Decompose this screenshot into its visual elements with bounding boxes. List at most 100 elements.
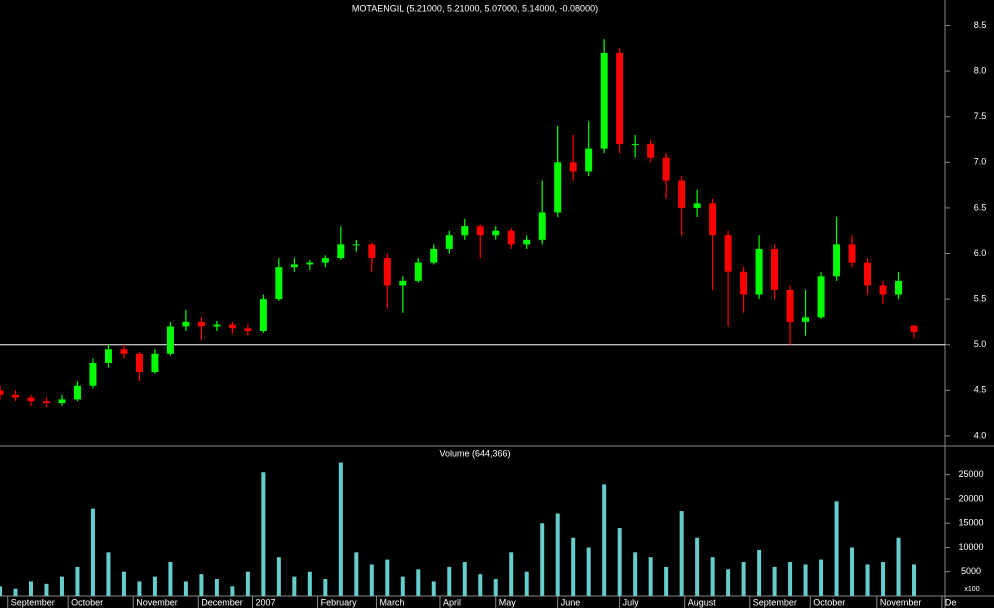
volume-bar <box>586 547 591 596</box>
candle-body <box>554 162 562 213</box>
volume-bar <box>75 566 80 596</box>
candle-body <box>290 264 298 268</box>
candle-body <box>492 230 500 236</box>
candle-body <box>259 299 267 332</box>
candle-body <box>833 244 841 277</box>
candle-body <box>740 271 748 295</box>
y-tick-label: 4.5 <box>974 385 987 395</box>
candle-body <box>89 362 97 386</box>
candle-body <box>616 52 624 145</box>
volume-bar <box>648 557 653 596</box>
volume-bar <box>230 586 235 596</box>
volume-bar <box>509 552 514 596</box>
candle-body <box>523 239 531 245</box>
volume-bar <box>524 571 529 596</box>
x-tick-label: October <box>71 597 103 607</box>
volume-bar <box>803 564 808 596</box>
volume-bar <box>214 579 219 596</box>
volume-bar <box>44 583 49 596</box>
volume-bar <box>137 581 142 596</box>
volume-bar <box>695 537 700 596</box>
x-tick-label: June <box>561 597 581 607</box>
candle-body <box>631 144 639 146</box>
y-tick-label: 8.5 <box>974 20 987 30</box>
y-tick-label: 5000 <box>961 566 981 576</box>
candle-body <box>755 248 763 295</box>
volume-bar <box>323 579 328 596</box>
volume-bar <box>912 564 917 596</box>
x-tick-label: December <box>201 597 243 607</box>
volume-bar <box>90 508 95 596</box>
candle-body <box>352 244 360 246</box>
volume-bar <box>245 571 250 596</box>
volume-bar <box>447 566 452 596</box>
candle-body <box>104 349 112 363</box>
candle-body <box>0 390 4 395</box>
candle-body <box>73 385 81 400</box>
volume-bar <box>431 581 436 596</box>
volume-bar <box>338 462 343 596</box>
candle-body <box>476 226 484 236</box>
candle-body <box>383 258 391 286</box>
y-tick-label: 25000 <box>958 469 983 479</box>
y-tick-label: 6.5 <box>974 202 987 212</box>
candle-body <box>414 262 422 281</box>
volume-bar <box>369 564 374 596</box>
candle-body <box>42 401 50 404</box>
volume-bar <box>493 579 498 596</box>
volume-bar <box>772 566 777 596</box>
y-tick-label: 7.0 <box>974 157 987 167</box>
x-tick-label: October <box>813 597 845 607</box>
candle-body <box>11 394 19 398</box>
volume-bar <box>478 574 483 596</box>
volume-bar <box>462 562 467 596</box>
volume-bar <box>307 571 312 596</box>
volume-bar <box>416 569 421 596</box>
candle-body <box>569 162 577 172</box>
candle-body <box>321 258 329 263</box>
y-tick-label: 20000 <box>958 493 983 503</box>
candle-body <box>864 262 872 286</box>
candle-body <box>771 248 779 290</box>
candle-body <box>693 203 701 208</box>
candle-body <box>879 285 887 295</box>
candle-body <box>275 267 283 300</box>
volume-bar <box>13 588 18 596</box>
y-tick-label: 5.0 <box>974 339 987 349</box>
volume-bar <box>757 549 762 596</box>
candle-body <box>802 317 810 322</box>
volume-bar <box>121 571 126 596</box>
candle-body <box>337 244 345 259</box>
volume-bar <box>400 576 405 596</box>
x-tick-label: September <box>753 597 797 607</box>
candle-body <box>678 180 686 208</box>
volume-bar <box>354 552 359 596</box>
volume-bar <box>199 574 204 596</box>
volume-bar <box>602 484 607 596</box>
volume-bar <box>540 523 545 596</box>
candle-body <box>461 226 469 236</box>
volume-bar <box>106 552 111 596</box>
candle-body <box>151 353 159 373</box>
volume-bar <box>834 501 839 596</box>
volume-bar <box>385 559 390 596</box>
candle-body <box>27 397 35 402</box>
y-tick-label: 4.0 <box>974 430 987 440</box>
candle-body <box>182 321 190 327</box>
volume-bar <box>850 547 855 596</box>
volume-bar <box>865 564 870 596</box>
x-tick-label: November <box>880 597 922 607</box>
candle-body <box>709 203 717 236</box>
candle-body <box>507 230 515 245</box>
y-tick-label: 5.5 <box>974 293 987 303</box>
candle-body <box>399 280 407 286</box>
candle-body <box>848 244 856 263</box>
volume-bar <box>571 537 576 596</box>
x-tick-label: 2007 <box>256 597 276 607</box>
volume-bar <box>152 576 157 596</box>
volume-bar <box>741 562 746 596</box>
x-tick-label: De <box>945 597 957 607</box>
candle-body <box>197 321 205 327</box>
